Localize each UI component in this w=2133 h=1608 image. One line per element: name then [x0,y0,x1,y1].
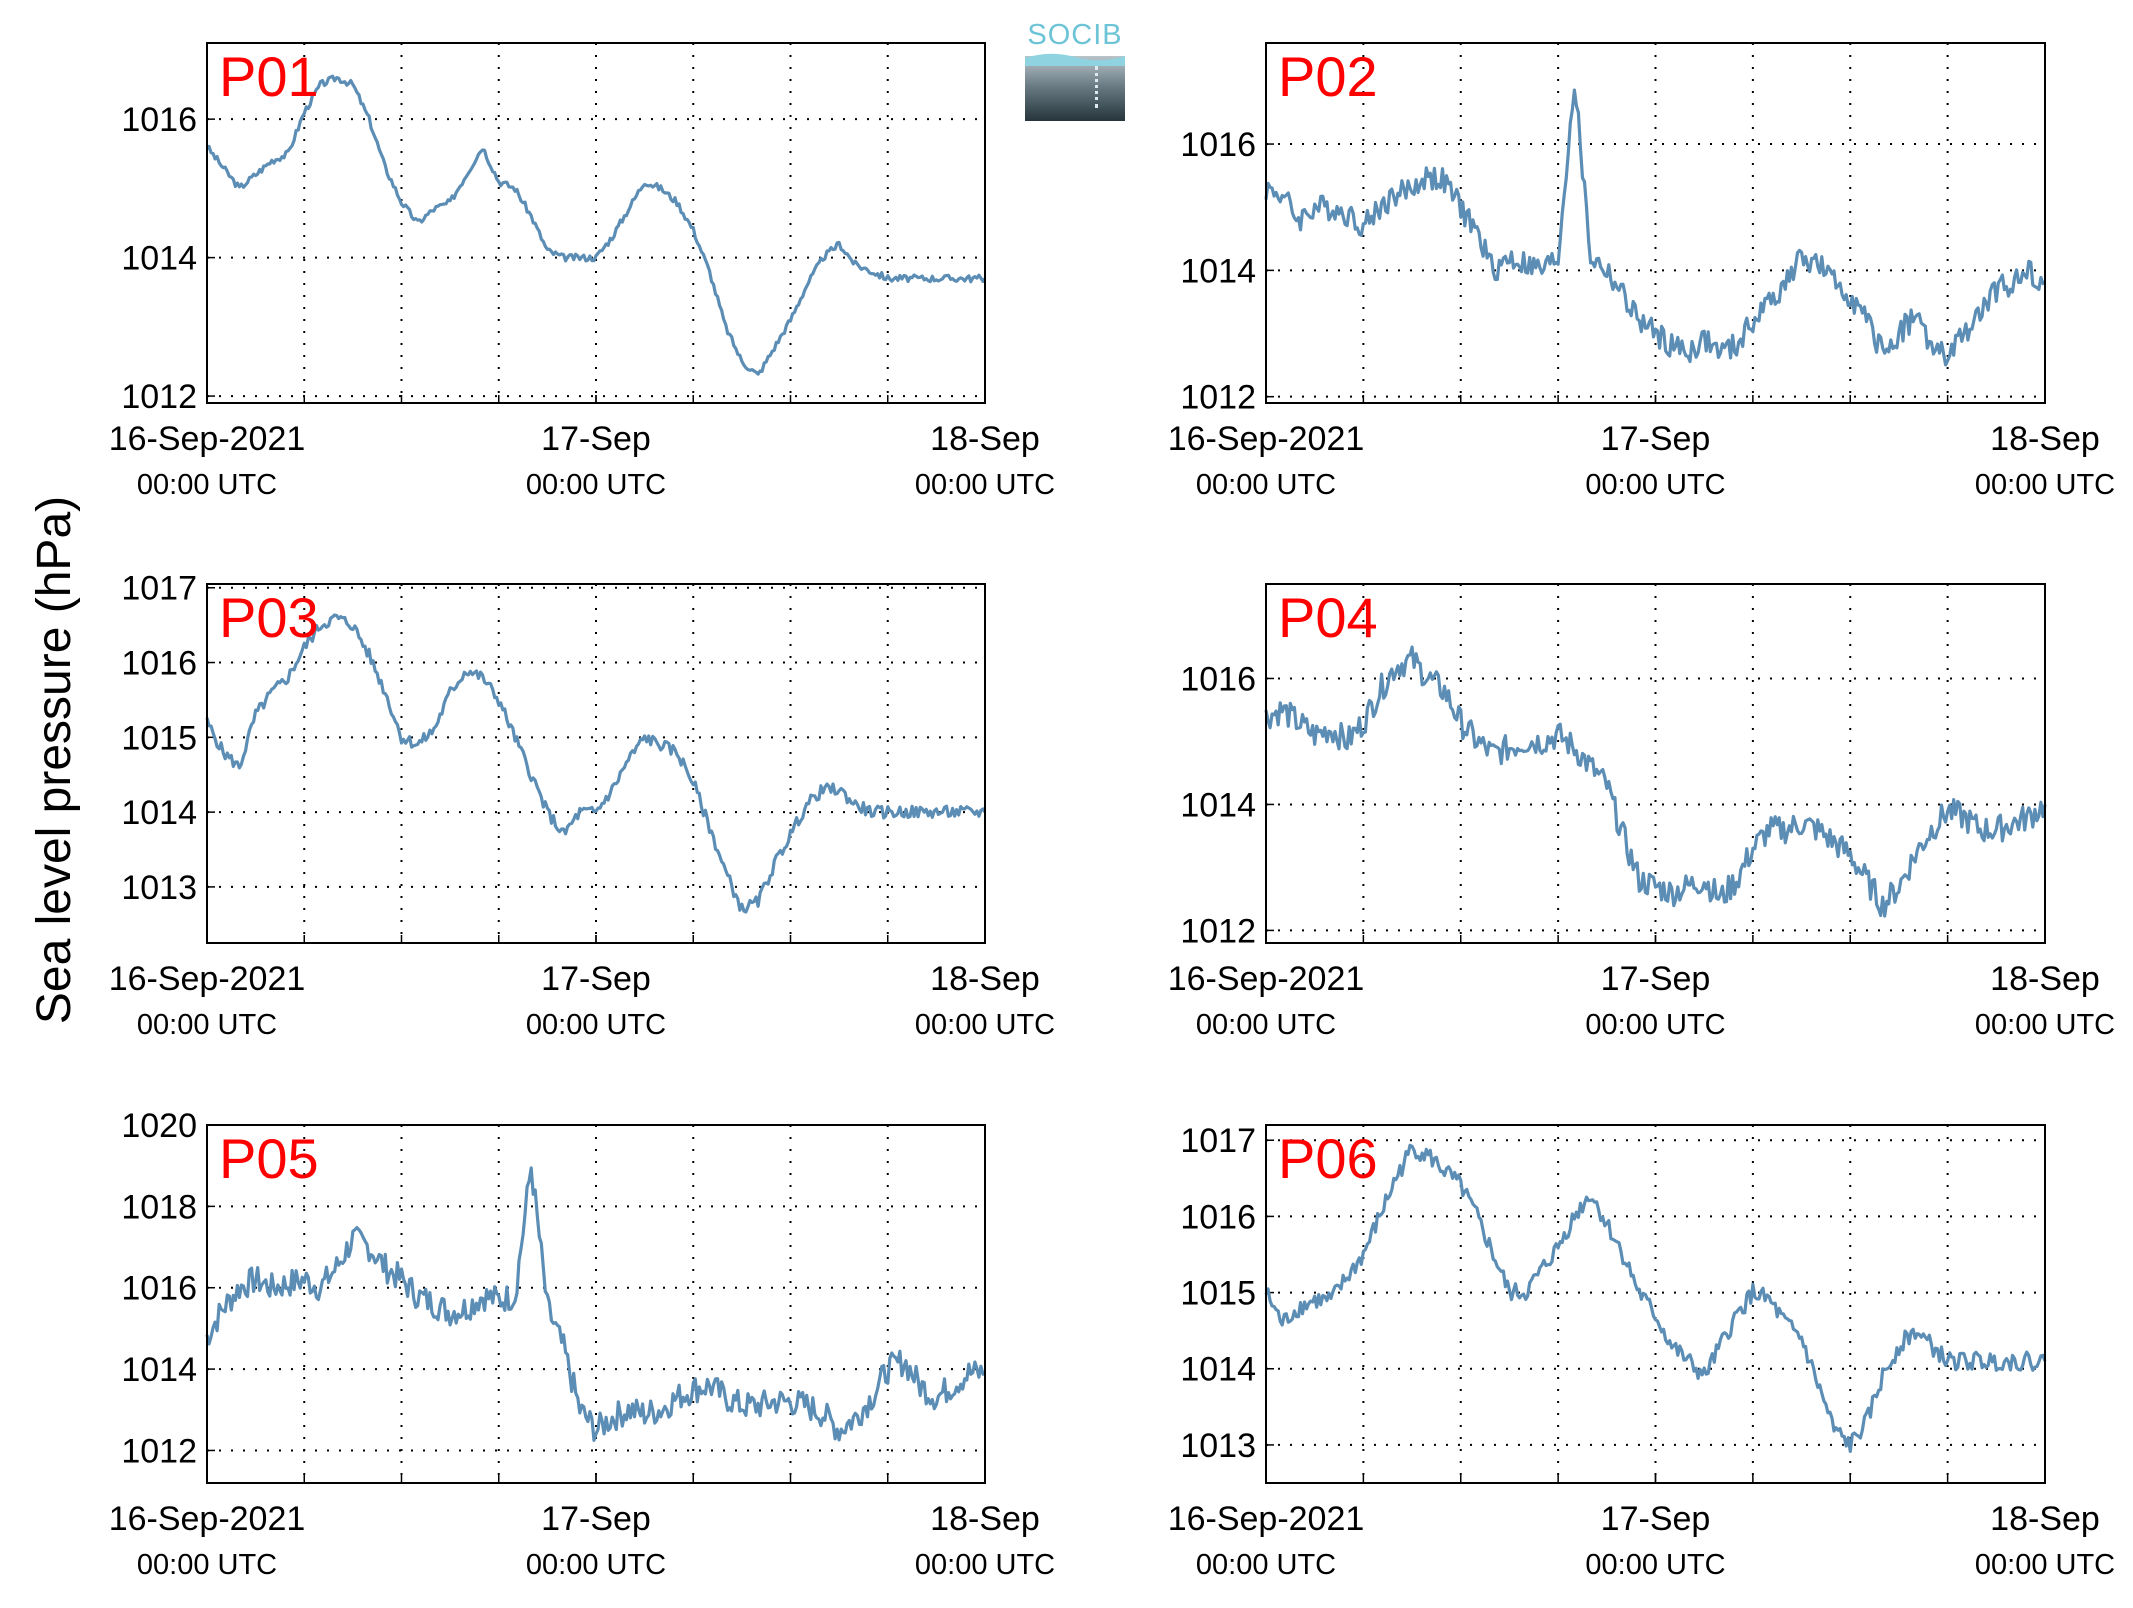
panel-p01-xtick-label: 17-Sep [541,420,651,458]
figure-ylabel: Sea level pressure (hPa) [28,496,81,1024]
panel-p01-ytick-label: 1012 [121,378,197,416]
panel-p02-ytick-label: 1012 [1180,379,1256,417]
panel-p01-ytick-label: 1016 [121,101,197,139]
panel-p02-ytick-label: 1016 [1180,126,1256,164]
panel-p05-ytick-label: 1016 [121,1270,197,1308]
panel-p04-ytick-label: 1016 [1180,660,1256,698]
panel-p05-ytick-label: 1014 [121,1351,197,1389]
panel-p03-xtick-label: 18-Sep [930,960,1040,998]
panel-p03-ytick-label: 1016 [121,645,197,683]
panel-p05-ytick-label: 1018 [121,1188,197,1226]
panel-p03-ytick-label: 1015 [121,719,197,757]
panel-p05-xtick-label: 16-Sep-2021 [109,1500,306,1538]
panel-p03-xtick-sublabel: 00:00 UTC [526,1009,666,1041]
panel-p04-xtick-sublabel: 00:00 UTC [1585,1009,1725,1041]
panel-p04-label: P04 [1278,586,1378,649]
panel-p05-xtick-sublabel: 00:00 UTC [137,1549,277,1581]
panel-p02-series-line [1264,88,2046,367]
panel-p02-xtick-sublabel: 00:00 UTC [1585,469,1725,501]
panel-p06-label: P06 [1278,1127,1378,1190]
panel-p04-ytick-label: 1012 [1180,912,1256,950]
panel-p06-xtick-sublabel: 00:00 UTC [1585,1549,1725,1581]
panel-p03-series-line [205,613,987,914]
logo-mast [1095,66,1098,108]
panel-p03-frame [206,583,986,944]
panel-p05-series-line [205,1166,986,1442]
panel-p04-xtick-label: 17-Sep [1601,960,1711,998]
panel-p04-xtick-label: 18-Sep [1990,960,2100,998]
panel-p06-ytick-label: 1015 [1180,1275,1256,1313]
panel-p04-xtick-label: 16-Sep-2021 [1168,960,1365,998]
panel-p02-xtick-sublabel: 00:00 UTC [1196,469,1336,501]
panel-p06-ytick-label: 1016 [1180,1198,1256,1236]
panel-p01-xtick-sublabel: 00:00 UTC [526,469,666,501]
panel-p03-ytick-label: 1017 [121,570,197,608]
logo-wave [1025,53,1125,66]
panel-p04-xtick-sublabel: 00:00 UTC [1196,1009,1336,1041]
panel-p02-ytick-label: 1014 [1180,252,1256,290]
panel-p06-ytick-label: 1017 [1180,1122,1256,1160]
panel-p02-xtick-sublabel: 00:00 UTC [1975,469,2115,501]
panel-p01-xtick-label: 16-Sep-2021 [109,420,306,458]
panel-p01-ytick-label: 1014 [121,240,197,278]
panel-p06-ytick-label: 1013 [1180,1427,1256,1465]
logo-block [1025,56,1125,121]
panel-p06-xtick-sublabel: 00:00 UTC [1975,1549,2115,1581]
panel-p06-series-line [1264,1143,2047,1453]
panel-p02-xtick-label: 17-Sep [1601,420,1711,458]
panel-p03-xtick-sublabel: 00:00 UTC [137,1009,277,1041]
panel-p05-xtick-label: 17-Sep [541,1500,651,1538]
panel-p02-xtick-label: 16-Sep-2021 [1168,420,1365,458]
panel-p05-ytick-label: 1012 [121,1432,197,1470]
panel-p02-xtick-label: 18-Sep [1990,420,2100,458]
panel-p05-xtick-sublabel: 00:00 UTC [526,1549,666,1581]
panel-p03-ytick-label: 1013 [121,869,197,907]
panel-p03-ytick-label: 1014 [121,794,197,832]
panel-p02-label: P02 [1278,45,1378,108]
panel-p06-xtick-label: 18-Sep [1990,1500,2100,1538]
panel-p06-frame [1265,1124,2046,1484]
panel-p03-xtick-sublabel: 00:00 UTC [915,1009,1055,1041]
panel-p04-series-line [1264,645,2047,918]
panel-p05-xtick-label: 18-Sep [930,1500,1040,1538]
panel-p01-xtick-sublabel: 00:00 UTC [137,469,277,501]
panel-p04-ytick-label: 1014 [1180,786,1256,824]
panel-p01-label: P01 [219,45,319,108]
panel-p01-xtick-label: 18-Sep [930,420,1040,458]
panel-p03-label: P03 [219,586,319,649]
panel-p05-frame [206,1124,986,1484]
panel-p05-label: P05 [219,1127,319,1190]
panel-p03-xtick-label: 17-Sep [541,960,651,998]
panel-p01-xtick-sublabel: 00:00 UTC [915,469,1055,501]
panel-p03-xtick-label: 16-Sep-2021 [109,960,306,998]
panel-p06-ytick-label: 1014 [1180,1351,1256,1389]
panel-p06-xtick-label: 17-Sep [1601,1500,1711,1538]
panel-p04-frame [1265,583,2046,944]
panel-p04-xtick-sublabel: 00:00 UTC [1975,1009,2115,1041]
socib-logo: SOCIB [1025,18,1125,121]
logo-text: SOCIB [1027,19,1123,51]
panel-p01-series-line [205,74,987,376]
panel-p06-xtick-sublabel: 00:00 UTC [1196,1549,1336,1581]
panel-p05-xtick-sublabel: 00:00 UTC [915,1549,1055,1581]
panel-p05-ytick-label: 1020 [121,1107,197,1145]
panel-p06-xtick-label: 16-Sep-2021 [1168,1500,1365,1538]
